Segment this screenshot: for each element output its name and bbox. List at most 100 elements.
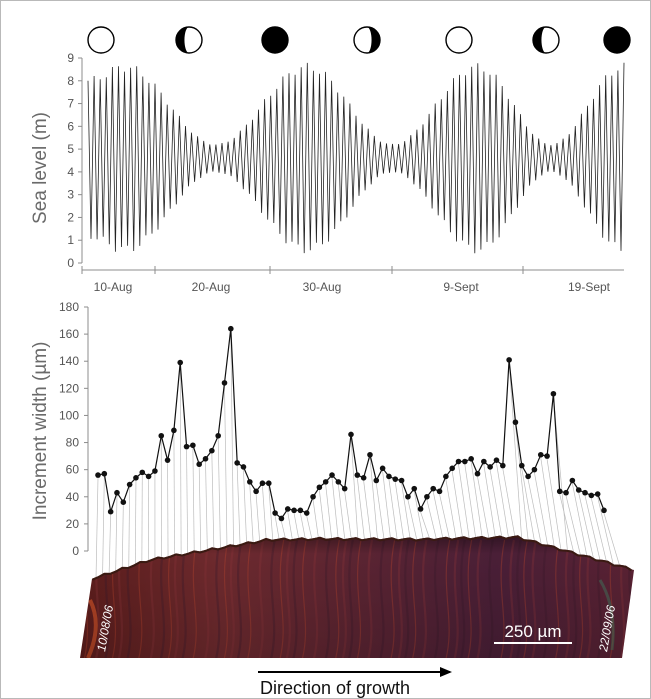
date-x-tick-label: 9-Sept [443,280,479,294]
increment-point [563,489,569,496]
increment-point [171,427,177,434]
increment-connector-line [363,480,372,541]
increment-connector-line [108,514,111,575]
increment-point [493,457,500,463]
increment-point [335,479,342,485]
increment-point [259,480,266,487]
increment-connector-line [230,331,234,547]
increment-point [411,485,418,492]
increment-point [316,484,323,491]
increment-connector-line [527,479,542,546]
sea-level-y-tick-label: 7 [67,97,74,111]
increment-point [183,443,190,450]
increment-point [322,479,329,485]
increment-point [158,432,165,439]
increment-y-tick-label: 180 [59,300,79,314]
increment-point [594,491,601,497]
sea-level-y-tick-label: 3 [67,188,74,202]
increment-y-tick-label: 160 [59,327,79,341]
increment-connector-line [470,461,483,540]
increment-connector-line [121,505,124,571]
increment-point [139,469,146,476]
growth-direction-label: Direction of growth [260,678,410,698]
increment-y-tick-label: 0 [72,544,79,558]
increment-point [424,493,430,500]
increment-y-tick-label: 60 [66,463,80,477]
increment-point [417,506,424,512]
new-moon-icon [261,26,289,54]
increment-point [531,466,538,473]
increment-point [449,465,456,472]
increment-connector-line [502,468,516,539]
increment-point [544,453,550,459]
increment-point [455,458,462,465]
increment-connector-line [394,482,405,541]
increment-connector-line [451,471,464,540]
increment-point [265,480,272,487]
increment-point [360,475,367,481]
increment-point [430,485,437,492]
increment-connector-line [186,449,189,555]
increment-connector-line [496,463,509,539]
increment-connector-line [243,469,247,545]
shell-outer-edge [91,535,634,581]
increment-point [512,419,519,426]
increment-connector-line [293,513,300,541]
increment-connector-line [521,468,536,544]
increment-point [436,488,443,495]
increment-point [525,473,531,480]
new-moon-icon [603,26,631,54]
increment-point [152,468,158,474]
full-moon-icon [87,26,115,54]
increment-connector-line [179,365,182,556]
sea-level-y-tick-label: 4 [67,165,74,179]
scale-bar-label: 250 µm [504,622,561,641]
date-x-tick-label: 19-Sept [568,280,611,294]
increment-connector-line [281,521,287,541]
increment-point [291,507,297,514]
increment-point [221,380,228,386]
increment-connector-line [603,513,621,568]
increment-y-tick-label: 120 [59,381,79,395]
increment-point [101,470,108,477]
increment-connector-line [300,513,306,541]
increment-point [398,477,405,484]
increment-point [392,476,399,482]
increment-point [272,510,278,516]
increment-connector-line [255,494,261,543]
increment-connector-line [420,511,431,541]
increment-point [240,464,247,470]
increment-connector-line [325,484,333,541]
increment-point [405,493,411,500]
sea-level-y-tick-label: 9 [67,51,74,65]
increment-connector-line [572,483,588,558]
increment-connector-line [565,495,582,557]
increment-point [234,460,240,466]
increment-point [253,488,259,495]
increment-connector-line [211,453,215,551]
date-x-tick-label: 10-Aug [94,280,133,294]
increment-point [348,431,354,438]
increment-connector-line [401,483,411,541]
increment-point [474,470,481,477]
increment-connector-line [534,472,549,547]
increment-point [354,472,361,478]
increment-connector-line [236,465,241,546]
increment-connector-line [192,448,195,554]
date-x-axis: 10-Aug 20-Aug 30-Aug 9-Sept 19-Sept [81,266,624,294]
increment-points [95,325,607,522]
sea-level-y-tick-label: 1 [67,233,74,247]
increment-point [177,359,184,366]
increment-connector-line [306,515,313,541]
increment-connector-line [274,515,280,541]
increment-point [196,461,202,468]
increment-connector-line [115,495,118,573]
increment-connector-line [432,491,444,540]
last-quarter-moon-icon [175,26,203,54]
increment-point [582,489,588,496]
increment-point [341,485,348,492]
increment-point [468,456,474,462]
sea-level-series [87,62,625,254]
increment-connector-line [217,438,221,550]
